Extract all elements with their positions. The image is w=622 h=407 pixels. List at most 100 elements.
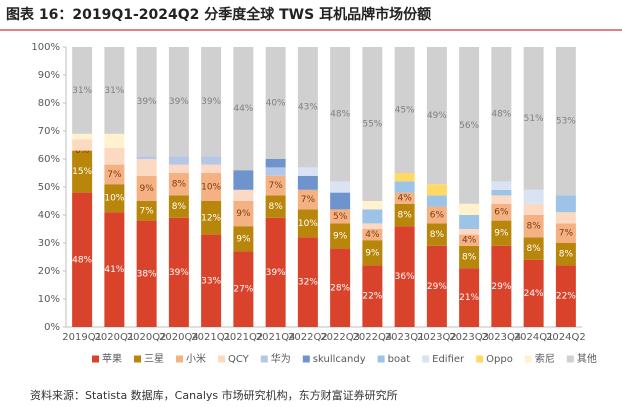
data-label: 56% (459, 121, 479, 131)
data-label: 6% (430, 211, 445, 221)
bar-segment (523, 237, 544, 260)
bar-segment (297, 189, 318, 210)
legend-label: 小米 (186, 352, 206, 365)
y-tick-label: 30% (38, 238, 60, 249)
data-label: 39% (137, 97, 157, 107)
data-label: 12% (201, 213, 221, 223)
data-label: 8% (559, 250, 574, 260)
x-tick-label: 2022Q3 (320, 332, 360, 343)
x-tick-label: 2023Q4 (482, 332, 522, 343)
data-label: 7% (139, 206, 154, 216)
bar-segment (555, 265, 576, 327)
y-tick-label: 100% (31, 42, 60, 53)
legend-swatch (134, 355, 141, 363)
legend-swatch (422, 355, 430, 363)
x-tick-label: 2022Q2 (288, 332, 328, 343)
legend-label: 苹果 (102, 352, 122, 365)
y-tick-label: 0% (44, 322, 60, 333)
data-label: 4% (365, 230, 380, 240)
bar-segment (426, 223, 447, 246)
bar-segment (491, 181, 512, 190)
bar-segment (72, 133, 93, 140)
data-label: 55% (362, 120, 382, 130)
legend-swatch (476, 355, 484, 363)
legend-swatch (92, 355, 99, 363)
data-label: 21% (459, 293, 479, 303)
bar-segment (394, 192, 415, 204)
data-label: 10% (104, 194, 124, 204)
data-label: 29% (427, 282, 447, 292)
bar-segment (297, 47, 318, 168)
bar-segment (394, 203, 415, 227)
y-tick-label: 70% (38, 126, 60, 137)
bar-segment (233, 251, 254, 327)
bar-segment (523, 189, 544, 204)
bar-segment (201, 47, 222, 157)
bar-segment (136, 175, 157, 201)
legend-swatch (302, 355, 310, 363)
bar-segment (72, 150, 93, 193)
bar-segment (72, 47, 93, 134)
data-label: 38% (137, 269, 157, 279)
bar-segment (459, 268, 480, 327)
bar-segment (394, 47, 415, 173)
data-label: 7% (559, 229, 574, 239)
bar-segment (394, 181, 415, 193)
legend-swatch (377, 355, 385, 363)
bar-segment (426, 195, 447, 207)
bar-segment (72, 192, 93, 327)
data-label: 8% (526, 244, 541, 254)
data-label: 9% (139, 184, 154, 194)
data-label: 36% (395, 272, 415, 282)
data-label: 39% (169, 268, 189, 278)
legend-label: 索尼 (535, 352, 555, 365)
data-label: 40% (266, 99, 286, 109)
bar-segment (265, 167, 286, 176)
bar-segment (168, 156, 189, 165)
bar-segment (459, 245, 480, 269)
bar-segment (233, 226, 254, 252)
bar-segment (136, 201, 157, 221)
data-label: 8% (526, 222, 541, 232)
data-label: 8% (397, 211, 412, 221)
data-label: 4% (397, 194, 412, 204)
x-tick-label: 2023Q1 (385, 332, 425, 343)
x-tick-label: 2021Q4 (256, 332, 296, 343)
data-label: 8% (172, 202, 187, 212)
bar-segment (394, 173, 415, 182)
bar-segment (362, 201, 383, 210)
bar-segment (555, 243, 576, 266)
data-label: 8% (430, 230, 445, 240)
x-tick-label: 2020Q4 (159, 332, 199, 343)
bar-segment (330, 181, 351, 193)
data-label: 33% (201, 276, 221, 286)
bar-segment (459, 229, 480, 235)
bar-segment (201, 201, 222, 235)
x-tick-label: 2023Q2 (417, 332, 457, 343)
legend-swatch (218, 355, 225, 363)
bar-segment (362, 265, 383, 327)
y-tick-label: 20% (38, 266, 60, 277)
y-tick-label: 40% (38, 210, 60, 221)
bar-segment (491, 189, 512, 196)
bar-segment (265, 47, 286, 159)
bar-segment (233, 170, 254, 190)
bar-segment (362, 240, 383, 266)
bar-segment (72, 139, 93, 151)
bar-segment (362, 229, 383, 241)
data-label: 4% (462, 236, 477, 246)
bar-segment (523, 259, 544, 327)
source-note: 资料来源：Statista 数据库，Canalys 市场研究机构，东方财富证券研… (30, 388, 398, 402)
bar-segment (555, 223, 576, 243)
bar-segment (265, 195, 286, 218)
data-label: 53% (556, 117, 576, 127)
data-label: 39% (169, 97, 189, 107)
bar-segment (136, 159, 157, 176)
legend-swatch (176, 355, 183, 363)
legend-label: Oppo (486, 354, 513, 365)
bar-segment (555, 195, 576, 213)
data-label: 41% (104, 265, 124, 275)
data-label: 48% (491, 110, 511, 120)
data-label: 15% (72, 167, 92, 177)
data-label: 9% (333, 232, 348, 242)
